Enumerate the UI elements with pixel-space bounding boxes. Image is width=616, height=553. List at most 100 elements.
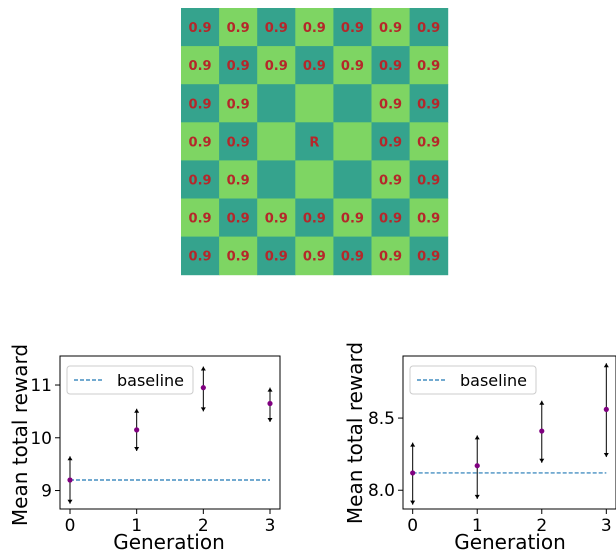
grid-cell	[257, 46, 296, 85]
x-tick-label: 2	[198, 516, 209, 536]
y-tick-label: 8.0	[368, 481, 395, 501]
grid-cell-value: 0.9	[227, 97, 250, 112]
grid-cell	[371, 8, 411, 47]
y-tick-label: 9	[41, 482, 52, 502]
grid-cell-value: 0.9	[341, 59, 364, 74]
data-point	[267, 400, 273, 407]
grid-cell	[219, 46, 258, 85]
x-axis-label: Generation	[454, 530, 566, 553]
grid-cell	[295, 46, 334, 85]
grid-cell-value: 0.9	[303, 59, 326, 74]
data-point	[67, 477, 73, 483]
x-tick-label: 0	[407, 516, 418, 536]
grid-cell	[257, 122, 296, 161]
grid-cell-value: 0.9	[189, 97, 212, 112]
data-point	[200, 385, 206, 391]
grid-cell-value: 0.9	[227, 173, 250, 188]
data-point	[410, 470, 416, 476]
grid-cell-value: 0.9	[227, 135, 250, 150]
grid-cell	[333, 198, 372, 238]
grid-cell	[409, 198, 449, 238]
y-tick-label: 10	[30, 429, 52, 449]
grid-cell	[409, 236, 449, 276]
data-point	[134, 427, 140, 433]
error-cap-top	[200, 366, 206, 371]
grid-cell-value: 0.9	[189, 21, 212, 36]
grid-cell-value: 0.9	[265, 21, 288, 36]
grid-cell	[219, 84, 258, 123]
y-tick-label: 8.5	[368, 409, 395, 429]
error-cap-bottom	[539, 458, 545, 463]
grid-cell-value: 0.9	[341, 21, 364, 36]
grid-cell	[333, 46, 372, 85]
grid-cell-value: 0.9	[379, 97, 402, 112]
x-tick-label: 3	[265, 516, 276, 536]
grid-cell	[295, 236, 334, 276]
grid-cell	[295, 8, 334, 47]
error-cap-bottom	[67, 499, 73, 504]
grid-cell	[219, 122, 258, 161]
grid-cell-value: 0.9	[417, 212, 440, 227]
grid-cell	[409, 122, 449, 161]
reward-plot-left: 0 1 2 3 9 10 11 Generation Mean total reward b…	[8, 344, 281, 553]
grid-cell	[219, 160, 258, 199]
grid-cell-value: 0.9	[265, 250, 288, 265]
grid-cell-value: 0.9	[379, 250, 402, 265]
error-cap-bottom	[410, 500, 416, 505]
grid-cell	[371, 46, 411, 85]
grid-cell-value: 0.9	[189, 173, 212, 188]
grid-cell-value: 0.9	[227, 212, 250, 227]
legend-box	[409, 365, 537, 395]
grid-cell-value: 0.9	[303, 21, 326, 36]
grid-cell	[219, 8, 258, 47]
legend-baseline-label: baseline	[117, 371, 184, 390]
grid-cell	[295, 84, 334, 123]
grid-cell-value: 0.9	[379, 21, 402, 36]
error-cap-bottom	[134, 446, 140, 451]
grid-cell-value: 0.9	[189, 135, 212, 150]
grid-cell-marker: R	[309, 135, 319, 150]
plot-frame	[59, 355, 281, 510]
error-cap-top	[67, 456, 73, 461]
grid-cell	[371, 160, 411, 199]
grid-cell	[333, 160, 372, 199]
x-axis-label: Generation	[113, 530, 225, 553]
grid-cell	[181, 198, 220, 238]
grid-cell	[409, 84, 449, 123]
grid-cell-value: 0.9	[227, 250, 250, 265]
y-tick-label: 11	[30, 376, 52, 396]
grid-cell	[257, 160, 296, 199]
grid-cell	[371, 236, 411, 276]
reward-plot-right: 0 1 2 38.08.5 Generation Mean total reward …	[343, 342, 616, 553]
grid-cell-value: 0.9	[303, 212, 326, 227]
y-axis-label: Mean total reward	[8, 344, 32, 526]
grid-cell-value: 0.9	[417, 59, 440, 74]
grid-cell-value: 0.9	[417, 250, 440, 265]
error-cap-bottom	[603, 453, 609, 458]
grid-cell-value: 0.9	[379, 135, 402, 150]
grid-cell-value: 0.9	[379, 59, 402, 74]
grid-cell	[295, 160, 334, 199]
x-tick-label: 0	[65, 516, 76, 536]
grid-cell	[257, 84, 296, 123]
plot-frame	[402, 355, 616, 510]
grid-cell-value: 0.9	[341, 212, 364, 227]
grid-cell-value: 0.9	[417, 135, 440, 150]
grid-cell-value: 0.9	[417, 21, 440, 36]
grid-cell	[257, 8, 296, 47]
grid-cell	[295, 122, 334, 161]
grid-cell	[257, 236, 296, 276]
grid-cell-value: 0.9	[341, 250, 364, 265]
grid-cell	[219, 236, 258, 276]
grid-cell	[409, 160, 449, 199]
legend: baseline	[66, 365, 194, 395]
grid-cell	[333, 84, 372, 123]
x-tick-label: 1	[472, 516, 483, 536]
grid-cell-value: 0.9	[417, 97, 440, 112]
grid-cell-value: 0.9	[265, 212, 288, 227]
grid-cell	[295, 198, 334, 238]
grid-cell-value: 0.9	[189, 250, 212, 265]
error-cap-bottom	[200, 407, 206, 412]
error-cap-top	[134, 408, 140, 413]
